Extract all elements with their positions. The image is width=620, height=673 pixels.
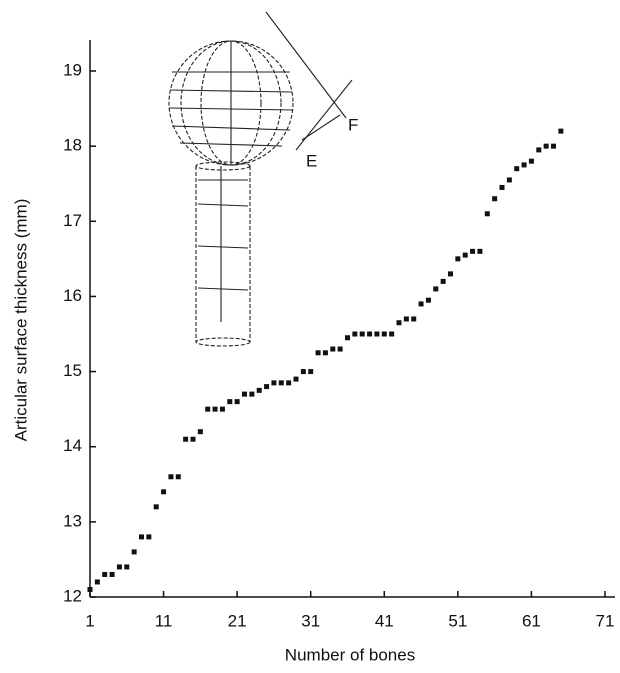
point bbox=[558, 128, 564, 134]
y-tick-label: 13 bbox=[63, 511, 82, 530]
x-tick-label: 21 bbox=[228, 611, 247, 630]
point bbox=[219, 406, 225, 412]
point bbox=[345, 335, 350, 341]
point bbox=[300, 369, 306, 375]
point bbox=[337, 346, 343, 352]
point bbox=[528, 158, 534, 164]
point bbox=[197, 429, 203, 435]
point bbox=[455, 256, 461, 262]
x-tick-label: 61 bbox=[522, 611, 541, 630]
y-tick-label: 17 bbox=[63, 211, 82, 230]
point bbox=[440, 278, 446, 284]
point bbox=[499, 184, 505, 190]
inset-label: E bbox=[306, 151, 317, 170]
y-tick-label: 12 bbox=[63, 586, 82, 605]
point bbox=[411, 316, 417, 322]
point bbox=[462, 252, 468, 258]
inset-diagram: F E bbox=[168, 11, 358, 347]
point bbox=[425, 297, 431, 303]
point bbox=[87, 586, 93, 592]
point bbox=[315, 350, 321, 356]
point bbox=[293, 376, 299, 382]
point bbox=[396, 320, 402, 326]
point bbox=[484, 211, 490, 217]
point bbox=[146, 534, 152, 540]
point bbox=[256, 387, 262, 393]
point bbox=[403, 316, 409, 322]
point bbox=[124, 564, 130, 570]
point bbox=[506, 177, 512, 183]
point bbox=[175, 474, 181, 480]
point bbox=[418, 301, 424, 307]
point bbox=[543, 143, 549, 149]
x-tick-label: 41 bbox=[375, 611, 394, 630]
point bbox=[477, 248, 483, 254]
point bbox=[109, 571, 115, 577]
x-axis-title: Number of bones bbox=[285, 645, 415, 664]
point bbox=[374, 331, 380, 337]
point bbox=[470, 248, 476, 254]
point bbox=[205, 406, 211, 412]
point bbox=[352, 331, 358, 337]
point bbox=[116, 564, 122, 570]
y-axis-title: Articular surface thickness (mm) bbox=[11, 199, 30, 442]
point bbox=[536, 147, 542, 153]
point bbox=[242, 391, 247, 397]
point bbox=[367, 331, 373, 337]
y-tick-label: 18 bbox=[63, 136, 82, 155]
point bbox=[183, 436, 189, 442]
x-tick-label: 71 bbox=[596, 611, 615, 630]
y-tick-label: 16 bbox=[63, 286, 82, 305]
point bbox=[514, 166, 520, 172]
point bbox=[249, 391, 255, 397]
point bbox=[139, 534, 144, 540]
point bbox=[264, 384, 270, 390]
point bbox=[94, 579, 100, 585]
point bbox=[521, 162, 527, 168]
x-tick-label: 1 bbox=[85, 611, 94, 630]
point bbox=[308, 369, 314, 375]
y-tick-label: 19 bbox=[63, 60, 82, 79]
point bbox=[212, 406, 218, 412]
point bbox=[381, 331, 387, 337]
point bbox=[271, 380, 277, 386]
y-tick-label: 15 bbox=[63, 361, 82, 380]
point bbox=[433, 286, 439, 292]
point bbox=[448, 271, 453, 277]
point bbox=[131, 549, 137, 555]
point bbox=[322, 350, 328, 356]
point bbox=[153, 504, 159, 510]
x-tick-label: 31 bbox=[301, 611, 320, 630]
point bbox=[492, 196, 498, 202]
point bbox=[278, 380, 284, 386]
point bbox=[190, 436, 196, 442]
point bbox=[389, 331, 395, 337]
point bbox=[161, 489, 167, 495]
point bbox=[330, 346, 336, 352]
point bbox=[234, 399, 240, 405]
point bbox=[551, 143, 556, 149]
point bbox=[168, 474, 174, 480]
x-tick-label: 11 bbox=[155, 611, 173, 630]
point bbox=[227, 399, 233, 405]
point bbox=[286, 380, 292, 386]
y-tick-label: 14 bbox=[63, 436, 82, 455]
point bbox=[359, 331, 365, 337]
x-tick-label: 51 bbox=[448, 611, 467, 630]
inset-label: F bbox=[348, 115, 358, 134]
point bbox=[102, 571, 108, 577]
